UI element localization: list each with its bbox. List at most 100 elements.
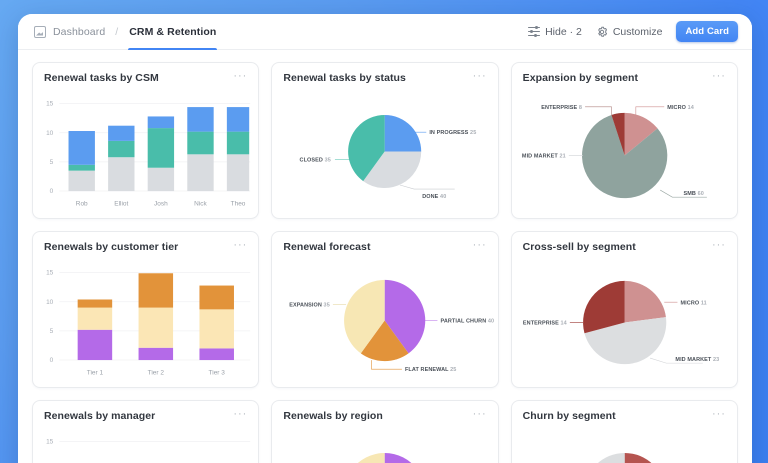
card-title: Renewals by customer tier bbox=[44, 241, 179, 253]
y-tick-15: 15 bbox=[46, 439, 54, 446]
slice-1 bbox=[384, 452, 412, 463]
svg-text:0: 0 bbox=[50, 188, 54, 195]
svg-text:15: 15 bbox=[46, 270, 54, 277]
slice-3 bbox=[358, 452, 385, 463]
bar-rob bbox=[68, 131, 95, 192]
chart-expansion-by-segment: MICRO 14 SMB 60 MID MARKET 21 ENTERPRISE… bbox=[512, 87, 737, 216]
svg-text:10: 10 bbox=[46, 299, 54, 306]
card-renewal-tasks-by-csm[interactable]: Renewal tasks by CSM ··· 0 5 10 15 bbox=[32, 62, 260, 219]
pie-callouts: IN PROGRESS 25 DONE 40 CLOSED 35 bbox=[300, 130, 477, 200]
card-menu-button[interactable]: ··· bbox=[711, 70, 726, 82]
chart-renewals-by-region bbox=[272, 425, 497, 463]
card-renewals-by-manager[interactable]: Renewals by manager ··· 15 bbox=[32, 400, 260, 463]
label-flat-renewal: FLAT RENEWAL 25 bbox=[405, 367, 456, 373]
card-title: Renewals by region bbox=[283, 410, 383, 422]
svg-text:Tier 2: Tier 2 bbox=[148, 370, 165, 377]
svg-text:10: 10 bbox=[46, 130, 54, 137]
card-menu-button[interactable]: ··· bbox=[233, 239, 248, 251]
card-menu-button[interactable]: ··· bbox=[711, 408, 726, 420]
x-axis-labels: Tier 1 Tier 2 Tier 3 bbox=[87, 370, 225, 377]
svg-text:Tier 3: Tier 3 bbox=[209, 370, 226, 377]
slice-in-progress bbox=[384, 114, 422, 152]
bar-josh bbox=[147, 116, 175, 192]
slice-enterprise bbox=[611, 112, 625, 156]
slice-partial-churn bbox=[384, 279, 426, 354]
pie-slices bbox=[597, 452, 651, 463]
customize-button[interactable]: Customize bbox=[596, 25, 663, 38]
card-grid: Renewal tasks by CSM ··· 0 5 10 15 bbox=[18, 50, 752, 463]
pie-slices bbox=[344, 279, 426, 362]
hide-button-label: Hide · 2 bbox=[545, 25, 582, 38]
card-menu-button[interactable]: ··· bbox=[472, 70, 487, 82]
card-cross-sell-by-segment[interactable]: Cross-sell by segment ··· MICRO 1 bbox=[510, 231, 738, 388]
svg-text:Tier 1: Tier 1 bbox=[87, 370, 104, 377]
chart-renewals-by-manager: 15 bbox=[33, 425, 258, 463]
breadcrumb-separator: / bbox=[115, 25, 119, 38]
dashboard-header: Dashboard / CRM & Retention Hide · 2 Cus… bbox=[18, 14, 752, 50]
gear-icon bbox=[598, 26, 607, 37]
label-enterprise: ENTERPRISE 8 bbox=[541, 105, 582, 111]
card-menu-button[interactable]: ··· bbox=[711, 239, 726, 251]
customize-button-label: Customize bbox=[612, 25, 663, 38]
chart-cross-sell-by-segment: MICRO 11 MID MARKET 23 ENTERPRISE 14 bbox=[512, 256, 737, 385]
y-axis-ticks: 0 5 10 15 bbox=[46, 270, 54, 364]
pie-callouts: MICRO 14 SMB 60 MID MARKET 21 ENTERPRISE… bbox=[522, 105, 707, 198]
card-renewals-by-region[interactable]: Renewals by region ··· bbox=[271, 400, 499, 463]
card-title: Renewal forecast bbox=[283, 241, 371, 253]
dashboard-window: Dashboard / CRM & Retention Hide · 2 Cus… bbox=[18, 14, 752, 463]
slice-flat-renewal bbox=[361, 320, 409, 362]
slice-mid-market bbox=[584, 317, 666, 365]
bar-tier-1 bbox=[77, 299, 113, 361]
svg-text:15: 15 bbox=[46, 101, 54, 108]
label-mid-market: MID MARKET 23 bbox=[675, 357, 719, 363]
slice-expansion bbox=[344, 279, 385, 354]
breadcrumb-root[interactable]: Dashboard bbox=[53, 25, 106, 38]
card-menu-button[interactable]: ··· bbox=[472, 408, 487, 420]
card-expansion-by-segment[interactable]: Expansion by segment ··· bbox=[510, 62, 738, 219]
add-card-button[interactable]: Add Card bbox=[676, 21, 738, 42]
card-title: Renewal tasks by status bbox=[283, 72, 406, 84]
label-expansion: EXPANSION 35 bbox=[290, 302, 331, 308]
slice-enterprise bbox=[582, 280, 625, 334]
image-icon bbox=[34, 25, 46, 38]
svg-text:Elliot: Elliot bbox=[114, 201, 128, 208]
card-header: Renewals by customer tier ··· bbox=[44, 239, 248, 254]
card-renewal-tasks-by-status[interactable]: Renewal tasks by status ··· IN PR bbox=[271, 62, 499, 219]
card-header: Cross-sell by segment ··· bbox=[523, 239, 726, 254]
card-title: Churn by segment bbox=[522, 410, 616, 422]
slice-closed bbox=[348, 114, 385, 182]
sliders-icon bbox=[528, 25, 541, 37]
hide-button[interactable]: Hide · 2 bbox=[528, 26, 582, 38]
card-header: Renewal tasks by status ··· bbox=[283, 70, 487, 85]
label-mid-market: MID MARKET 21 bbox=[522, 154, 566, 160]
breadcrumb-current-tab[interactable]: CRM & Retention bbox=[128, 14, 218, 50]
bar-tier-3 bbox=[199, 285, 234, 361]
y-axis-ticks: 0 5 10 15 bbox=[46, 101, 54, 195]
slice-micro bbox=[624, 280, 666, 323]
label-micro: MICRO 11 bbox=[680, 300, 706, 306]
card-menu-button[interactable]: ··· bbox=[233, 70, 248, 82]
chart-churn-by-segment bbox=[512, 425, 737, 463]
card-renewal-forecast[interactable]: Renewal forecast ··· PARTIAL CHUR bbox=[271, 231, 499, 388]
card-renewals-by-customer-tier[interactable]: Renewals by customer tier ··· 0 5 10 bbox=[32, 231, 260, 388]
chart-renewal-tasks-by-status: IN PROGRESS 25 DONE 40 CLOSED 35 bbox=[272, 87, 497, 216]
card-header: Renewal forecast ··· bbox=[283, 239, 487, 254]
label-enterprise: ENTERPRISE 14 bbox=[523, 321, 568, 327]
chart-renewals-by-customer-tier: 0 5 10 15 bbox=[33, 256, 258, 385]
pie-callouts: MICRO 11 MID MARKET 23 ENTERPRISE 14 bbox=[523, 300, 719, 364]
card-title: Renewal tasks by CSM bbox=[44, 72, 159, 84]
bar-elliot bbox=[108, 125, 135, 192]
card-header: Renewal tasks by CSM ··· bbox=[44, 70, 248, 85]
svg-text:Theo: Theo bbox=[231, 201, 246, 208]
label-partial-churn: PARTIAL CHURN 40 bbox=[441, 319, 495, 325]
svg-text:0: 0 bbox=[50, 357, 54, 364]
card-menu-button[interactable]: ··· bbox=[233, 408, 248, 420]
card-title: Expansion by segment bbox=[522, 72, 639, 84]
label-smb: SMB 60 bbox=[683, 191, 703, 197]
card-churn-by-segment[interactable]: Churn by segment ··· bbox=[510, 400, 738, 463]
card-header: Renewals by region ··· bbox=[283, 408, 487, 423]
pie-slices bbox=[582, 280, 666, 365]
svg-text:Josh: Josh bbox=[154, 201, 168, 208]
card-menu-button[interactable]: ··· bbox=[472, 239, 487, 251]
breadcrumb: Dashboard / CRM & Retention bbox=[34, 14, 218, 50]
